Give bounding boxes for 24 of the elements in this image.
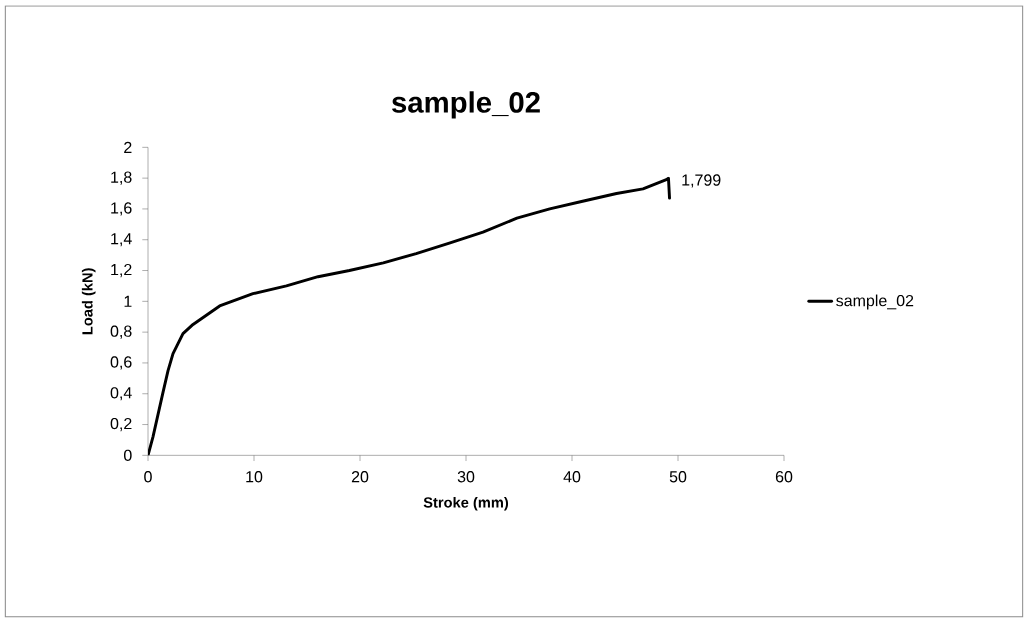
y-tick-label: 0,4 bbox=[110, 387, 132, 401]
line-series bbox=[148, 176, 671, 456]
x-tick-label: 20 bbox=[351, 471, 369, 483]
x-tick-label: 40 bbox=[563, 471, 581, 483]
y-tick-label: 0,2 bbox=[110, 417, 132, 432]
y-axis-title: Load (kN) bbox=[81, 268, 96, 335]
x-tick-label: 60 bbox=[775, 471, 793, 483]
y-tick-label: 1,6 bbox=[111, 202, 132, 216]
y-tick-label: 0,8 bbox=[110, 325, 132, 339]
x-tick-label: 0 bbox=[144, 471, 152, 483]
y-tick-label: 1,8 bbox=[111, 171, 132, 185]
y-tick-label: 0 bbox=[123, 449, 132, 461]
legend-label: sample_02 bbox=[836, 294, 914, 310]
x-tick-label: 50 bbox=[669, 471, 687, 483]
chart-title: sample_02 bbox=[392, 91, 540, 119]
x-tick-label: 10 bbox=[246, 471, 263, 483]
y-tick-label: 1,2 bbox=[111, 263, 132, 278]
x-tick-label: 30 bbox=[457, 471, 475, 483]
annotation: 1,799 bbox=[682, 174, 721, 188]
y-tick-label: 2 bbox=[124, 141, 132, 153]
y-tick-label: 0,6 bbox=[110, 356, 132, 370]
y-tick-label: 1,4 bbox=[111, 233, 132, 247]
x-axis-title: Stroke (mm) bbox=[423, 496, 509, 511]
y-tick-label: 1 bbox=[124, 295, 132, 307]
